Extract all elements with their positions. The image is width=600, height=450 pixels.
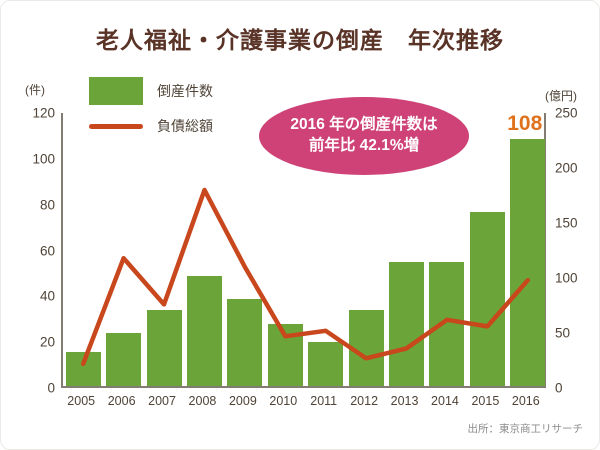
x-axis-tick-2012: 2012 <box>350 394 379 408</box>
bar-2011 <box>308 342 344 386</box>
right-axis-tick-50: 50 <box>555 325 571 341</box>
bar-2005 <box>65 351 101 386</box>
x-axis-tick-2008: 2008 <box>188 394 217 408</box>
legend: 倒産件数 負債総額 <box>89 77 213 147</box>
green-bar-swatch-icon <box>89 77 143 105</box>
left-axis-tick-100: 100 <box>32 151 55 167</box>
legend-item-bankruptcy-count: 倒産件数 <box>89 77 213 105</box>
bar-2007 <box>146 310 182 386</box>
bar-2006 <box>106 333 142 386</box>
right-axis-tick-150: 150 <box>555 215 578 231</box>
left-axis-tick-120: 120 <box>32 105 55 121</box>
source-credit: 出所：東京商工リサーチ <box>467 423 584 435</box>
legend-label: 負債総額 <box>157 118 213 134</box>
bar-2014 <box>429 262 465 386</box>
annotation-line1: 2016 年の倒産件数は <box>290 116 438 134</box>
chart-title: 老人福祉・介護事業の倒産 年次推移 <box>96 27 504 53</box>
left-axis-tick-0: 0 <box>47 380 55 396</box>
legend-label: 倒産件数 <box>157 83 213 99</box>
left-axis-tick-60: 60 <box>39 243 55 258</box>
right-axis-tick-0: 0 <box>555 380 563 396</box>
bar-2008 <box>186 276 222 386</box>
bar-2016 <box>510 138 546 386</box>
x-axis-tick-2005: 2005 <box>67 394 96 408</box>
annotation-callout: 2016 年の倒産件数は 前年比 42.1%増 <box>259 97 469 175</box>
bar-2013 <box>389 262 425 386</box>
x-axis-tick-2006: 2006 <box>107 394 136 408</box>
left-axis-tick-80: 80 <box>39 197 55 213</box>
x-axis-tick-2009: 2009 <box>228 394 257 408</box>
right-axis-tick-250: 250 <box>555 105 578 121</box>
x-axis-tick-2013: 2013 <box>390 394 419 408</box>
x-axis-tick-2015: 2015 <box>471 394 500 408</box>
left-axis-tick-40: 40 <box>39 288 55 304</box>
plot-area: 108 <box>61 111 546 388</box>
bar-2015 <box>469 211 505 386</box>
right-axis-unit-label: (億円) <box>545 89 577 103</box>
x-axis-tick-2010: 2010 <box>269 394 298 408</box>
legend-item-total-liabilities: 負債総額 <box>89 116 213 136</box>
right-axis-tick-200: 200 <box>555 160 578 176</box>
liabilities-line-series <box>80 187 531 367</box>
x-axis-tick-2016: 2016 <box>511 394 540 408</box>
left-axis-tick-20: 20 <box>39 334 55 350</box>
annotation-line2: 前年比 42.1%増 <box>308 137 420 154</box>
right-axis-tick-100: 100 <box>555 270 578 286</box>
x-axis-tick-2007: 2007 <box>148 394 176 408</box>
x-axis-tick-2011: 2011 <box>310 394 338 408</box>
x-axis-tick-2014: 2014 <box>431 394 459 408</box>
red-line-swatch-icon <box>89 123 143 129</box>
bar-value-label-2016: 108 <box>507 111 543 135</box>
left-axis-unit-label: (件) <box>25 83 45 97</box>
bar-2009 <box>227 298 263 386</box>
